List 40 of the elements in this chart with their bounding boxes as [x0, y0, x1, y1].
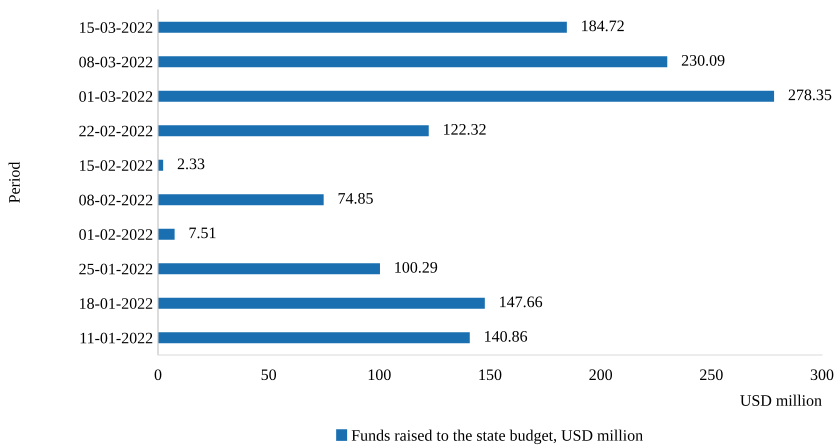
data-label: 2.33	[178, 158, 204, 170]
x-tick-label: 300	[810, 369, 834, 380]
bar	[158, 22, 567, 33]
bar	[158, 56, 668, 68]
bar	[158, 298, 485, 309]
y-tick-label: 18-01-2022	[80, 298, 152, 309]
data-label: 147.66	[500, 296, 542, 308]
legend-label: Funds raised to the state budget, USD million	[352, 430, 643, 444]
y-tick-label: 15-03-2022	[80, 22, 152, 33]
x-tick-label: 250	[700, 369, 723, 380]
x-tick-label: 0	[154, 369, 162, 380]
data-label: 278.35	[788, 89, 832, 100]
x-tick-label: 150	[479, 369, 502, 380]
x-tick-label: 100	[368, 369, 391, 380]
data-label: 7.51	[190, 228, 216, 238]
y-axis-title: Period	[8, 162, 20, 203]
bar	[158, 160, 164, 171]
bar	[158, 194, 324, 206]
y-tick-label: 11-01-2022	[80, 332, 152, 344]
y-tick-label: 08-03-2022	[79, 56, 152, 68]
data-label: 74.85	[338, 192, 373, 204]
bar	[158, 263, 380, 274]
y-tick-label: 01-02-2022	[79, 229, 152, 240]
y-tick-label: 15-02-2022	[80, 160, 152, 171]
data-label: 100.29	[395, 262, 438, 273]
x-axis-title: USD million	[740, 394, 822, 406]
bar	[158, 125, 429, 136]
data-label: 230.09	[682, 54, 724, 66]
data-label: 184.72	[582, 20, 624, 32]
x-tick-label: 200	[589, 369, 612, 380]
y-tick-label: 22-02-2022	[79, 126, 152, 136]
bar	[158, 332, 470, 344]
y-tick-label: 01-03-2022	[79, 91, 152, 102]
data-label: 122.32	[444, 124, 486, 135]
bar	[158, 228, 175, 240]
x-tick-label: 50	[262, 369, 276, 380]
bar	[158, 90, 774, 102]
y-tick-label: 08-02-2022	[79, 194, 152, 206]
data-label: 140.86	[485, 330, 528, 342]
y-tick-label: 25-01-2022	[79, 264, 152, 274]
